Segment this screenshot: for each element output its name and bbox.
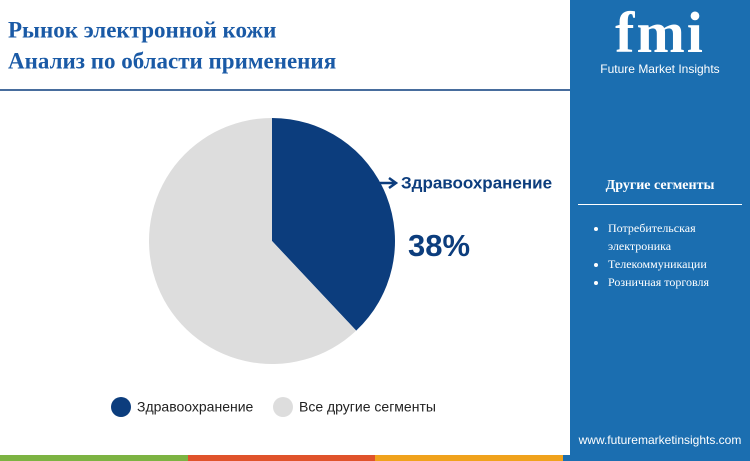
slice-label: Здравоохранение xyxy=(401,173,552,192)
segment-item: Розничная торговля xyxy=(608,273,750,291)
segment-list: Потребительская электроника Телекоммуник… xyxy=(570,219,750,291)
pie-slice xyxy=(272,118,395,331)
chart-title: Рынок электронной кожи xyxy=(8,17,276,42)
side-panel: fmi Future Market Insights Другие сегмен… xyxy=(570,0,750,455)
panel-heading: Другие сегменты xyxy=(578,178,742,205)
logo: fmi xyxy=(615,0,705,65)
legend: Здравоохранение Все другие сегменты xyxy=(111,397,436,417)
pie-slice xyxy=(148,118,357,365)
arrow xyxy=(380,176,399,190)
brand: Future Market Insights xyxy=(600,62,720,76)
chart-subtitle: Анализ по области применения xyxy=(8,48,336,73)
segment-item: Телекоммуникации xyxy=(608,255,750,273)
legend-label: Здравоохранение xyxy=(137,399,254,415)
legend-label: Все другие сегменты xyxy=(299,399,436,415)
url[interactable]: www.futuremarketinsights.com xyxy=(578,433,742,447)
chart: Рынок электронной кожи Анализ по области… xyxy=(0,17,570,417)
segment-item: Потребительская электроника xyxy=(608,219,718,255)
color-strip xyxy=(0,455,750,461)
value-label: 38% xyxy=(408,228,470,263)
legend-swatch xyxy=(111,397,131,417)
legend-swatch xyxy=(273,397,293,417)
pie xyxy=(148,118,395,365)
